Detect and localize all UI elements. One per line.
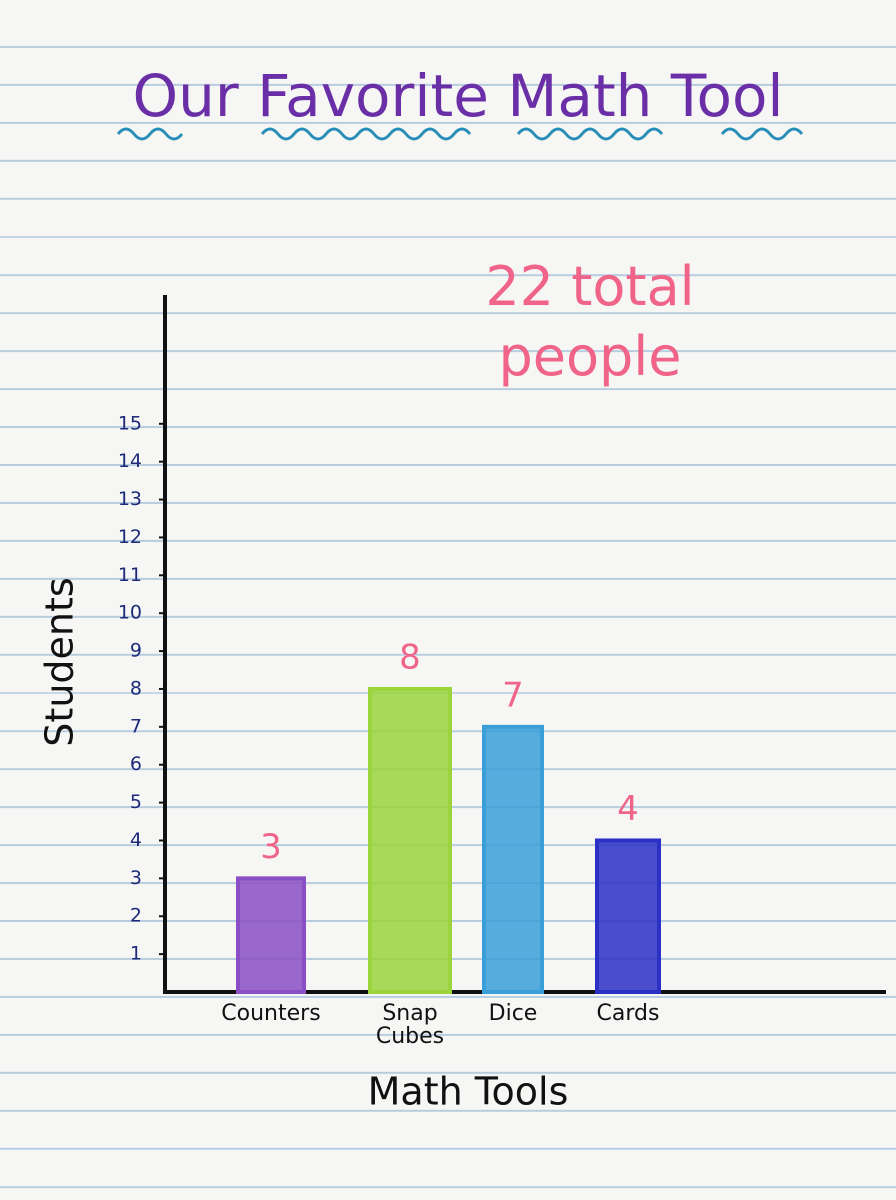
- value-label: 3: [260, 827, 282, 867]
- y-tick-label: 9: [130, 640, 142, 662]
- title-underline: [116, 127, 804, 141]
- bar: [368, 686, 452, 995]
- y-axis-label: Students: [38, 577, 82, 746]
- y-tick-label: 2: [130, 905, 142, 927]
- value-label: 4: [617, 789, 639, 829]
- x-tick-label: Dice: [488, 1001, 538, 1026]
- value-label: 8: [399, 637, 421, 677]
- y-tick-label: 4: [130, 829, 142, 851]
- y-tick-label: 8: [130, 677, 142, 699]
- y-tick-label: 5: [130, 791, 142, 813]
- y-tick-label: 1: [130, 943, 142, 965]
- x-axis-label: Math Tools: [368, 1070, 569, 1114]
- y-tick-label: 3: [130, 867, 142, 889]
- x-tick-label: Snap Cubes: [375, 1001, 445, 1050]
- y-tick-label: 11: [118, 564, 142, 586]
- bar: [595, 838, 661, 995]
- chart-title: Our Favorite Math Tool: [132, 62, 783, 130]
- bar: [482, 724, 544, 995]
- y-tick-label: 6: [130, 753, 142, 775]
- y-tick-label: 14: [118, 450, 142, 472]
- y-tick-label: 12: [118, 526, 142, 548]
- x-tick-label: Cards: [596, 1001, 660, 1026]
- y-tick-label: 15: [118, 412, 142, 434]
- bar: [236, 876, 306, 995]
- y-tick-label: 10: [118, 602, 142, 624]
- x-tick-label: Counters: [221, 1001, 321, 1026]
- y-tick-label: 7: [130, 715, 142, 737]
- annotation: 22 total people: [485, 255, 695, 389]
- value-label: 7: [502, 675, 524, 715]
- y-tick-label: 13: [118, 488, 142, 510]
